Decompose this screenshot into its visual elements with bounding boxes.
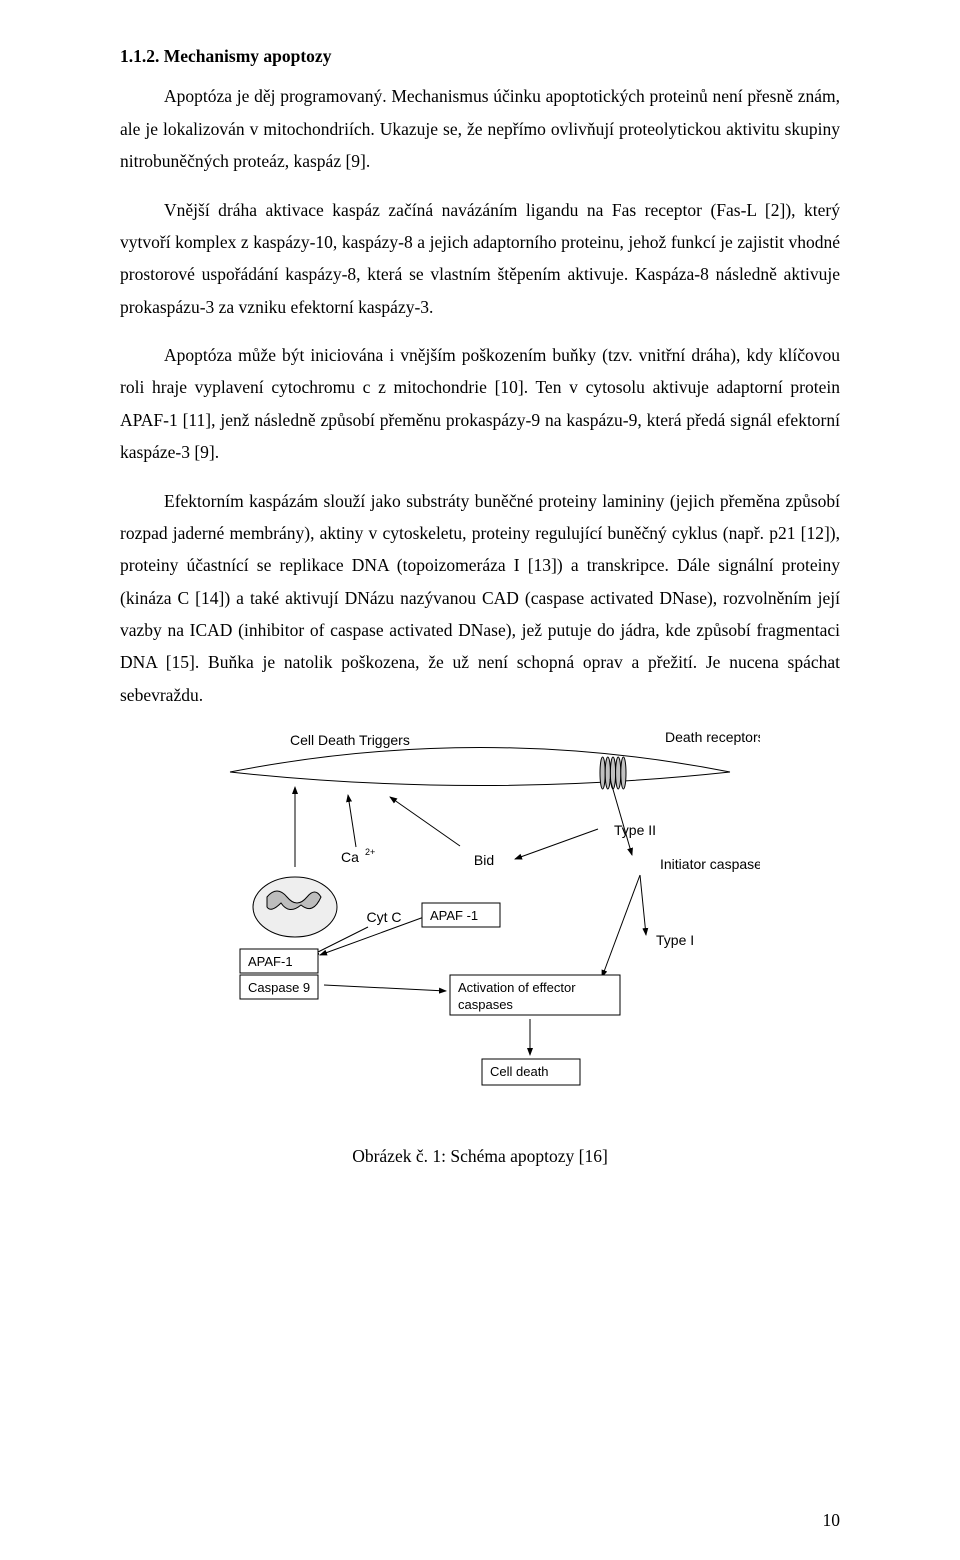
paragraph-4: Efektorním kaspázám slouží jako substrát… [120,485,840,712]
svg-text:APAF -1: APAF -1 [430,908,478,923]
svg-text:Type II: Type II [614,822,656,838]
svg-text:Bid: Bid [474,852,494,868]
svg-text:Caspase 9: Caspase 9 [248,980,310,995]
svg-text:APAF-1: APAF-1 [248,954,293,969]
svg-text:Cell Death Triggers: Cell Death Triggers [290,732,410,748]
svg-text:Type I: Type I [656,932,694,948]
paragraph-3: Apoptóza může být iniciována i vnějším p… [120,339,840,469]
svg-text:2+: 2+ [365,847,375,857]
page-number: 10 [823,1504,841,1536]
paragraph-2: Vnější dráha aktivace kaspáz začíná navá… [120,194,840,324]
apoptosis-diagram: APAF -1 APAF-1 Caspase 9 Activation of effe… [200,727,760,1117]
section-heading: 1.1.2. Mechanismy apoptozy [120,40,840,72]
paragraph-1: Apoptóza je děj programovaný. Mechanismu… [120,80,840,177]
svg-text:Cell death: Cell death [490,1064,549,1079]
page: 1.1.2. Mechanismy apoptozy Apoptóza je d… [0,0,960,1560]
figure-caption: Obrázek č. 1: Schéma apoptozy [16] [120,1140,840,1172]
svg-text:Ca: Ca [341,849,359,865]
svg-text:Cyt C: Cyt C [367,909,402,925]
svg-text:caspases: caspases [458,997,513,1012]
svg-text:Initiator caspase: Initiator caspase [660,856,760,872]
svg-text:Activation of effector: Activation of effector [458,980,576,995]
diagram-svg: APAF -1 APAF-1 Caspase 9 Activation of effe… [200,727,760,1107]
svg-text:Death receptors: Death receptors [665,729,760,745]
